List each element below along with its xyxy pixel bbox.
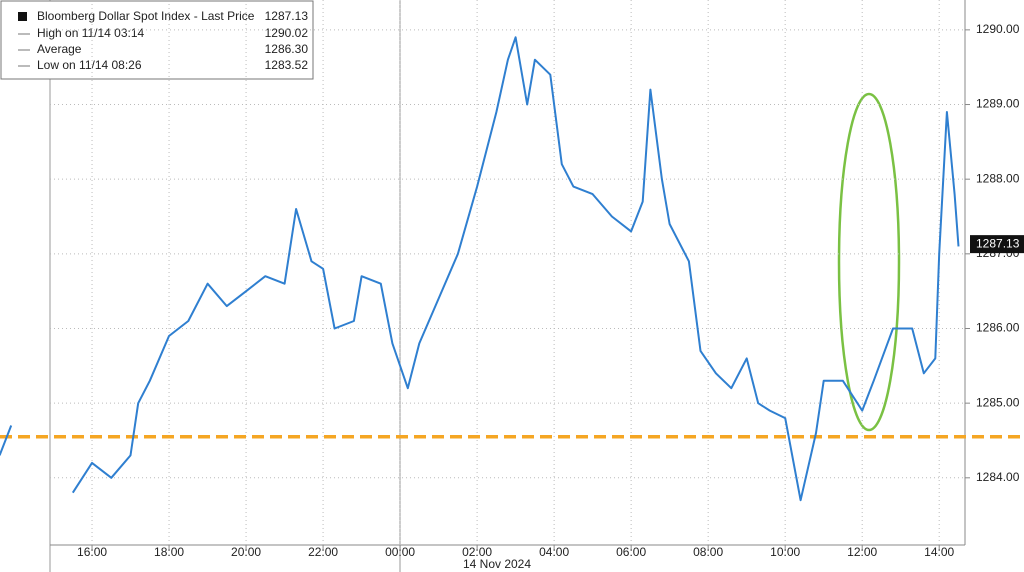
x-tick-label: 10:00	[770, 545, 800, 559]
x-tick-label: 04:00	[539, 545, 569, 559]
x-tick-label: 22:00	[308, 545, 338, 559]
y-tick-label: 1285.00	[976, 395, 1020, 409]
stat-value: 1290.02	[265, 26, 309, 40]
x-tick-label: 12:00	[847, 545, 877, 559]
last-price-label: 1287.13	[976, 236, 1020, 250]
x-tick-label: 06:00	[616, 545, 646, 559]
x-tick-label: 14:00	[924, 545, 954, 559]
last-price-box	[970, 235, 1024, 254]
x-tick-label: 20:00	[231, 545, 261, 559]
stat-label: High on 11/14 03:14	[37, 26, 145, 40]
x-tick-label: 08:00	[693, 545, 723, 559]
legend-label: Bloomberg Dollar Spot Index - Last Price	[37, 9, 255, 23]
legend-swatch	[18, 12, 27, 21]
legend-value: 1287.13	[265, 9, 309, 23]
y-tick-label: 1289.00	[976, 97, 1020, 111]
y-tick-label: 1290.00	[976, 22, 1020, 36]
x-tick-label: 02:00	[462, 545, 492, 559]
y-tick-label: 1284.00	[976, 470, 1020, 484]
price-line	[0, 36, 960, 502]
legend-box	[0, 0, 314, 80]
stat-value: 1283.52	[265, 58, 309, 72]
stat-value: 1286.30	[265, 42, 309, 56]
stat-label: Average	[37, 42, 82, 56]
x-axis-label: 14 Nov 2024	[463, 557, 531, 571]
legend: Bloomberg Dollar Spot Index - Last Price…	[0, 0, 314, 80]
highlight-ellipse	[837, 92, 901, 432]
y-tick-label: 1286.00	[976, 321, 1020, 335]
stat-label: Low on 11/14 08:26	[37, 58, 142, 72]
x-tick-label: 18:00	[154, 545, 184, 559]
x-tick-label: 16:00	[77, 545, 107, 559]
x-tick-label: 00:00	[385, 545, 415, 559]
y-tick-label: 1288.00	[976, 171, 1020, 185]
